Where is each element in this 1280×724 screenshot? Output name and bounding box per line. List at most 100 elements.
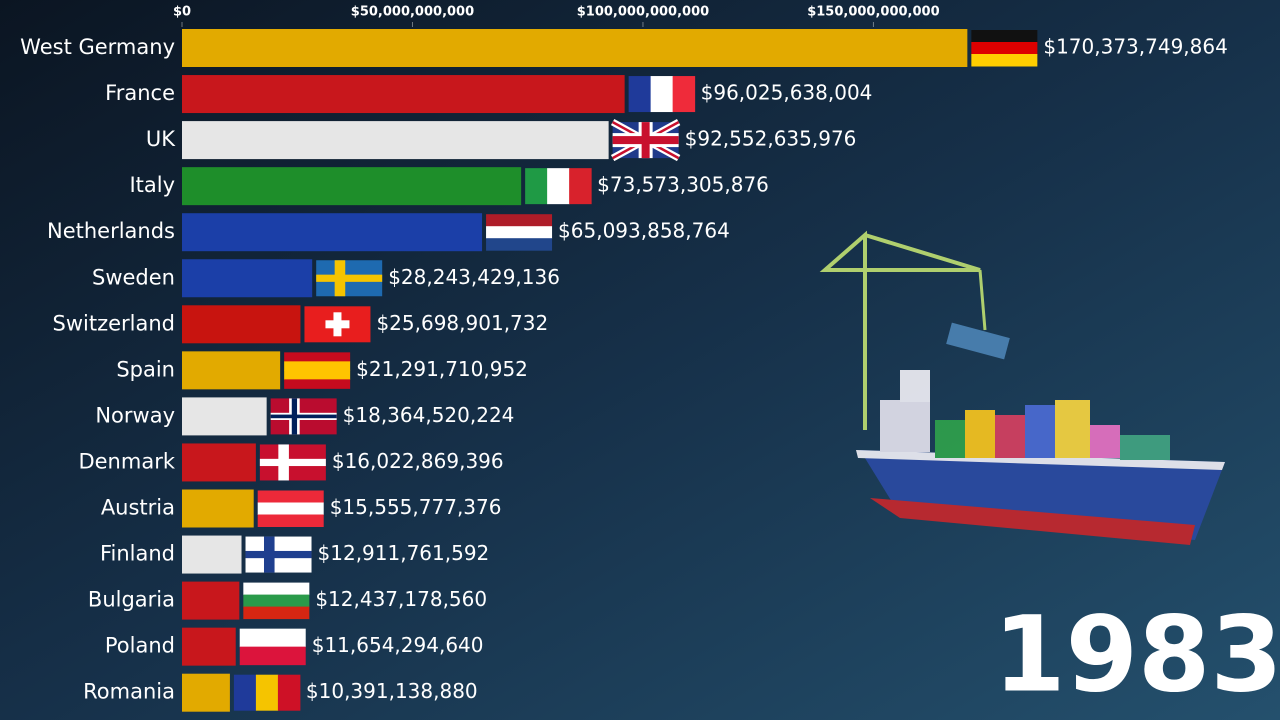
bar	[182, 351, 281, 390]
flag	[245, 536, 312, 573]
flag-part	[243, 594, 310, 608]
value-label: $73,573,305,876	[597, 173, 769, 197]
category-label: Denmark	[78, 449, 175, 473]
flag-part	[243, 606, 310, 620]
flag-part	[257, 502, 324, 515]
category-label: Netherlands	[47, 219, 175, 243]
value-label: $25,698,901,732	[376, 311, 548, 335]
flag-part	[257, 490, 324, 503]
category-label: Finland	[100, 542, 175, 566]
category-label: France	[105, 81, 175, 105]
flag-part	[325, 320, 350, 329]
bar	[182, 397, 267, 436]
category-label: West Germany	[20, 35, 175, 59]
flag-part	[243, 582, 310, 596]
flag-part	[612, 136, 679, 145]
flag-part	[547, 168, 570, 205]
bar	[182, 213, 483, 252]
category-label: Poland	[105, 634, 175, 658]
bar	[182, 673, 230, 712]
flag	[259, 444, 326, 481]
x-tick-label: $50,000,000,000	[351, 5, 474, 20]
flag-part	[971, 54, 1038, 67]
flag-part	[270, 414, 337, 419]
flag-part	[277, 674, 301, 711]
flag-part	[316, 274, 383, 282]
flag	[486, 214, 553, 251]
category-label: Sweden	[92, 265, 175, 289]
year-label: 1983	[993, 593, 1280, 715]
flag-part	[239, 628, 306, 648]
flag-part	[486, 226, 553, 239]
value-label: $16,022,869,396	[332, 449, 504, 473]
value-label: $12,437,178,560	[315, 587, 487, 611]
flag-part	[525, 168, 548, 205]
flag-part	[255, 674, 279, 711]
flag-part	[486, 214, 553, 227]
flag-part	[486, 238, 553, 251]
value-label: $21,291,710,952	[356, 357, 528, 381]
bar	[182, 443, 256, 482]
value-label: $10,391,138,880	[306, 679, 478, 703]
flag	[525, 168, 592, 205]
value-label: $65,093,858,764	[558, 219, 730, 243]
value-label: $28,243,429,136	[388, 265, 560, 289]
flag-part	[239, 646, 306, 666]
bar	[182, 167, 522, 206]
flag-part	[284, 379, 351, 389]
flag-part	[259, 458, 326, 467]
category-label: Switzerland	[53, 311, 176, 335]
ship-illustration	[819, 230, 1225, 545]
flag-part	[650, 76, 674, 113]
bar	[182, 75, 625, 114]
category-label: Italy	[129, 173, 175, 197]
bar	[182, 29, 968, 67]
category-label: Bulgaria	[88, 588, 175, 612]
value-label: $92,552,635,976	[685, 127, 857, 151]
flag-part	[284, 361, 351, 371]
flag	[239, 628, 306, 666]
bar	[182, 121, 609, 160]
category-label: Romania	[83, 680, 175, 704]
flag-part	[569, 168, 592, 205]
value-label: $96,025,638,004	[701, 81, 873, 105]
flag-part	[233, 674, 257, 711]
x-tick-label: $150,000,000,000	[807, 5, 939, 20]
x-tick-label: $0	[173, 5, 191, 20]
flag	[316, 260, 383, 297]
flag	[628, 76, 696, 113]
value-label: $18,364,520,224	[343, 403, 515, 427]
flag-part	[284, 352, 351, 362]
bar	[182, 259, 313, 298]
flag	[243, 582, 310, 620]
value-label: $15,555,777,376	[330, 495, 502, 519]
bar	[182, 489, 254, 528]
bar	[182, 535, 242, 574]
category-label: Spain	[116, 357, 175, 381]
flag	[284, 352, 351, 389]
flag-part	[672, 76, 696, 113]
value-label: $12,911,761,592	[318, 541, 490, 565]
flag	[304, 306, 371, 343]
flag-part	[971, 42, 1038, 55]
flag	[233, 674, 301, 711]
flag-part	[245, 550, 312, 559]
flag-part	[284, 370, 351, 380]
flag	[971, 30, 1038, 67]
x-tick-label: $100,000,000,000	[577, 5, 709, 20]
bar	[182, 305, 301, 344]
bar	[182, 627, 236, 666]
category-label: UK	[146, 127, 176, 151]
flag-part	[971, 30, 1038, 43]
flag	[270, 398, 337, 435]
category-label: Austria	[101, 496, 175, 520]
flag-part	[257, 514, 324, 527]
bar	[182, 581, 240, 620]
value-label: $11,654,294,640	[312, 633, 484, 657]
category-label: Norway	[95, 403, 175, 427]
flag-part	[628, 76, 652, 113]
flag	[257, 490, 324, 527]
flag	[610, 119, 681, 162]
